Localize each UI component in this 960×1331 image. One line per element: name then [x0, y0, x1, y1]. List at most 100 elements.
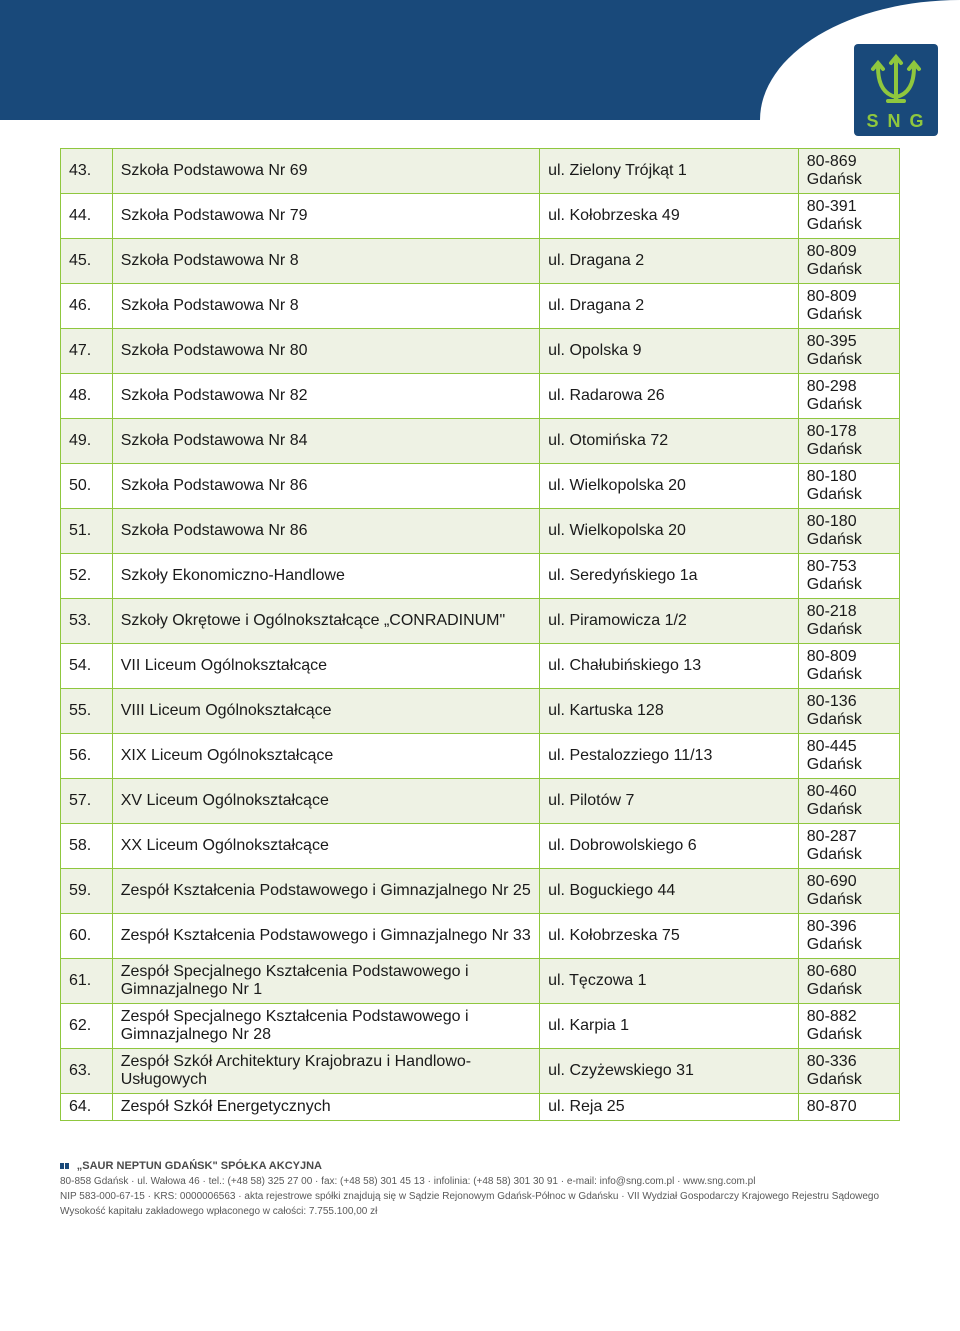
table-row: 48.Szkoła Podstawowa Nr 82ul. Radarowa 2…: [61, 374, 900, 419]
postal-code: 80-753 Gdańsk: [798, 554, 899, 599]
row-number: 47.: [61, 329, 113, 374]
school-address: ul. Kartuska 128: [540, 689, 799, 734]
postal-code: 80-287 Gdańsk: [798, 824, 899, 869]
table-row: 50.Szkoła Podstawowa Nr 86ul. Wielkopols…: [61, 464, 900, 509]
table-row: 63.Zespół Szkół Architektury Krajobrazu …: [61, 1049, 900, 1094]
school-name: VII Liceum Ogólnokształcące: [112, 644, 539, 689]
postal-code: 80-690 Gdańsk: [798, 869, 899, 914]
table-row: 64.Zespół Szkół Energetycznychul. Reja 2…: [61, 1094, 900, 1121]
table-row: 55.VIII Liceum Ogólnokształcąceul. Kartu…: [61, 689, 900, 734]
school-name: XIX Liceum Ogólnokształcące: [112, 734, 539, 779]
row-number: 63.: [61, 1049, 113, 1094]
postal-code: 80-218 Gdańsk: [798, 599, 899, 644]
footer-line-1: 80-858 Gdańsk · ul. Wałowa 46 · tel.: (+…: [60, 1175, 900, 1189]
school-address: ul. Tęczowa 1: [540, 959, 799, 1004]
table-row: 52.Szkoły Ekonomiczno-Handloweul. Seredy…: [61, 554, 900, 599]
school-name: Szkoły Ekonomiczno-Handlowe: [112, 554, 539, 599]
school-name: Zespół Specjalnego Kształcenia Podstawow…: [112, 959, 539, 1004]
row-number: 53.: [61, 599, 113, 644]
school-address: ul. Pilotów 7: [540, 779, 799, 824]
row-number: 44.: [61, 194, 113, 239]
table-row: 54.VII Liceum Ogólnokształcąceul. Chałub…: [61, 644, 900, 689]
school-address: ul. Seredyńskiego 1a: [540, 554, 799, 599]
postal-code: 80-869 Gdańsk: [798, 149, 899, 194]
header-band: S N G: [0, 0, 960, 120]
school-address: ul. Radarowa 26: [540, 374, 799, 419]
trident-icon: [866, 53, 926, 109]
row-number: 51.: [61, 509, 113, 554]
postal-code: 80-395 Gdańsk: [798, 329, 899, 374]
row-number: 54.: [61, 644, 113, 689]
school-address: ul. Boguckiego 44: [540, 869, 799, 914]
table-row: 46.Szkoła Podstawowa Nr 8ul. Dragana 280…: [61, 284, 900, 329]
row-number: 50.: [61, 464, 113, 509]
row-number: 64.: [61, 1094, 113, 1121]
schools-table: 43.Szkoła Podstawowa Nr 69ul. Zielony Tr…: [60, 148, 900, 1121]
school-address: ul. Dobrowolskiego 6: [540, 824, 799, 869]
school-address: ul. Wielkopolska 20: [540, 464, 799, 509]
logo: S N G: [854, 44, 938, 136]
logo-text: S N G: [866, 111, 925, 132]
table-row: 49.Szkoła Podstawowa Nr 84ul. Otomińska …: [61, 419, 900, 464]
school-address: ul. Dragana 2: [540, 239, 799, 284]
row-number: 46.: [61, 284, 113, 329]
school-name: Szkoła Podstawowa Nr 8: [112, 284, 539, 329]
row-number: 55.: [61, 689, 113, 734]
table-row: 43.Szkoła Podstawowa Nr 69ul. Zielony Tr…: [61, 149, 900, 194]
footer-line-3: Wysokość kapitału zakładowego wpłaconego…: [60, 1205, 900, 1219]
school-name: Zespół Kształcenia Podstawowego i Gimnaz…: [112, 869, 539, 914]
table-row: 59.Zespół Kształcenia Podstawowego i Gim…: [61, 869, 900, 914]
school-address: ul. Opolska 9: [540, 329, 799, 374]
school-name: XX Liceum Ogólnokształcące: [112, 824, 539, 869]
postal-code: 80-882 Gdańsk: [798, 1004, 899, 1049]
postal-code: 80-136 Gdańsk: [798, 689, 899, 734]
school-address: ul. Piramowicza 1/2: [540, 599, 799, 644]
school-address: ul. Zielony Trójkąt 1: [540, 149, 799, 194]
postal-code: 80-336 Gdańsk: [798, 1049, 899, 1094]
postal-code: 80-298 Gdańsk: [798, 374, 899, 419]
row-number: 52.: [61, 554, 113, 599]
content-area: 43.Szkoła Podstawowa Nr 69ul. Zielony Tr…: [0, 148, 960, 1141]
row-number: 45.: [61, 239, 113, 284]
postal-code: 80-391 Gdańsk: [798, 194, 899, 239]
postal-code: 80-809 Gdańsk: [798, 644, 899, 689]
school-name: Szkoła Podstawowa Nr 82: [112, 374, 539, 419]
school-name: XV Liceum Ogólnokształcące: [112, 779, 539, 824]
row-number: 59.: [61, 869, 113, 914]
school-address: ul. Czyżewskiego 31: [540, 1049, 799, 1094]
row-number: 58.: [61, 824, 113, 869]
postal-code: 80-178 Gdańsk: [798, 419, 899, 464]
table-row: 60.Zespół Kształcenia Podstawowego i Gim…: [61, 914, 900, 959]
school-name: Szkoła Podstawowa Nr 79: [112, 194, 539, 239]
footer-quote-icon: [60, 1161, 70, 1171]
postal-code: 80-396 Gdańsk: [798, 914, 899, 959]
footer-line-2: NIP 583-000-67-15 · KRS: 0000006563 · ak…: [60, 1190, 900, 1204]
table-row: 44.Szkoła Podstawowa Nr 79ul. Kołobrzesk…: [61, 194, 900, 239]
school-name: Zespół Szkół Energetycznych: [112, 1094, 539, 1121]
school-name: Zespół Kształcenia Podstawowego i Gimnaz…: [112, 914, 539, 959]
postal-code: 80-680 Gdańsk: [798, 959, 899, 1004]
school-address: ul. Wielkopolska 20: [540, 509, 799, 554]
school-address: ul. Dragana 2: [540, 284, 799, 329]
table-row: 47.Szkoła Podstawowa Nr 80ul. Opolska 98…: [61, 329, 900, 374]
row-number: 62.: [61, 1004, 113, 1049]
row-number: 61.: [61, 959, 113, 1004]
school-address: ul. Otomińska 72: [540, 419, 799, 464]
postal-code: 80-809 Gdańsk: [798, 239, 899, 284]
school-name: VIII Liceum Ogólnokształcące: [112, 689, 539, 734]
postal-code: 80-445 Gdańsk: [798, 734, 899, 779]
table-row: 53.Szkoły Okrętowe i Ogólnokształcące „C…: [61, 599, 900, 644]
school-name: Szkoła Podstawowa Nr 86: [112, 509, 539, 554]
table-row: 57.XV Liceum Ogólnokształcąceul. Pilotów…: [61, 779, 900, 824]
table-row: 56.XIX Liceum Ogólnokształcąceul. Pestal…: [61, 734, 900, 779]
postal-code: 80-180 Gdańsk: [798, 464, 899, 509]
table-row: 45.Szkoła Podstawowa Nr 8ul. Dragana 280…: [61, 239, 900, 284]
row-number: 56.: [61, 734, 113, 779]
school-name: Szkoła Podstawowa Nr 8: [112, 239, 539, 284]
school-name: Szkoły Okrętowe i Ogólnokształcące „CONR…: [112, 599, 539, 644]
table-row: 58.XX Liceum Ogólnokształcąceul. Dobrowo…: [61, 824, 900, 869]
row-number: 60.: [61, 914, 113, 959]
school-address: ul. Reja 25: [540, 1094, 799, 1121]
row-number: 48.: [61, 374, 113, 419]
school-name: Szkoła Podstawowa Nr 80: [112, 329, 539, 374]
